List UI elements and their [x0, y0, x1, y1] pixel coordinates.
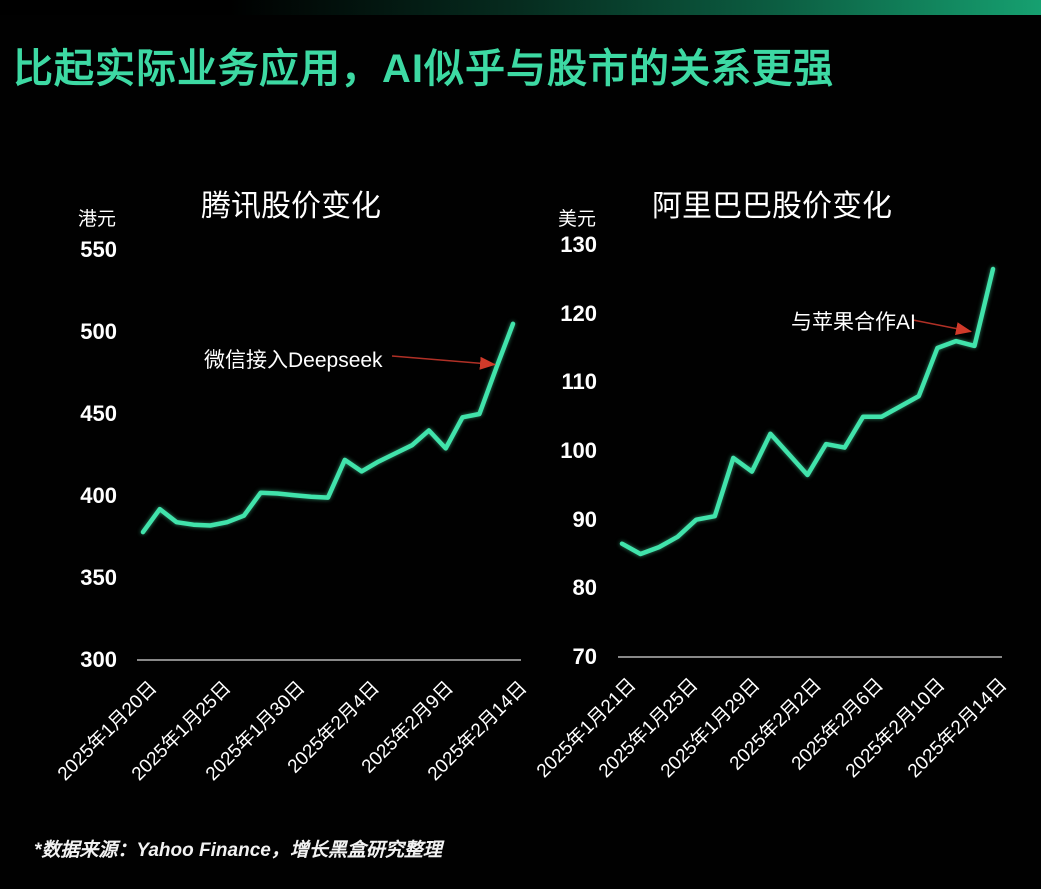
y-tick-label: 110	[561, 369, 598, 395]
annotation-arrow-icon	[912, 319, 972, 335]
y-tick-label: 550	[80, 237, 117, 262]
page-title: 比起实际业务应用，AI似乎与股市的关系更强	[13, 47, 834, 91]
y-tick-label: 130	[560, 231, 597, 257]
y-tick-label: 70	[572, 644, 597, 669]
y-tick-label: 450	[80, 401, 117, 426]
source-note: *数据来源：Yahoo Finance，增长黑盒研究整理	[34, 840, 442, 861]
y-tick-label: 350	[80, 565, 117, 590]
y-axis-unit-label: 港元	[78, 209, 117, 230]
y-tick-label: 400	[80, 483, 117, 508]
y-tick-label: 100	[560, 437, 597, 463]
chart-title-alibaba: 阿里巴巴股价变化	[652, 190, 892, 223]
annotation-arrow-icon	[391, 355, 496, 370]
y-tick-label: 500	[80, 319, 117, 344]
top-gradient-bar	[0, 0, 1041, 15]
y-tick-label: 90	[572, 506, 597, 532]
y-axis-unit-label: 美元	[558, 209, 597, 230]
y-tick-label: 80	[572, 575, 597, 601]
annotation-label: 微信接入Deepseek	[204, 349, 383, 372]
y-tick-label: 300	[80, 647, 117, 672]
chart-title-tencent: 腾讯股价变化	[201, 190, 381, 223]
y-tick-label: 120	[560, 300, 597, 326]
annotation-label: 与苹果合作AI	[791, 311, 916, 334]
